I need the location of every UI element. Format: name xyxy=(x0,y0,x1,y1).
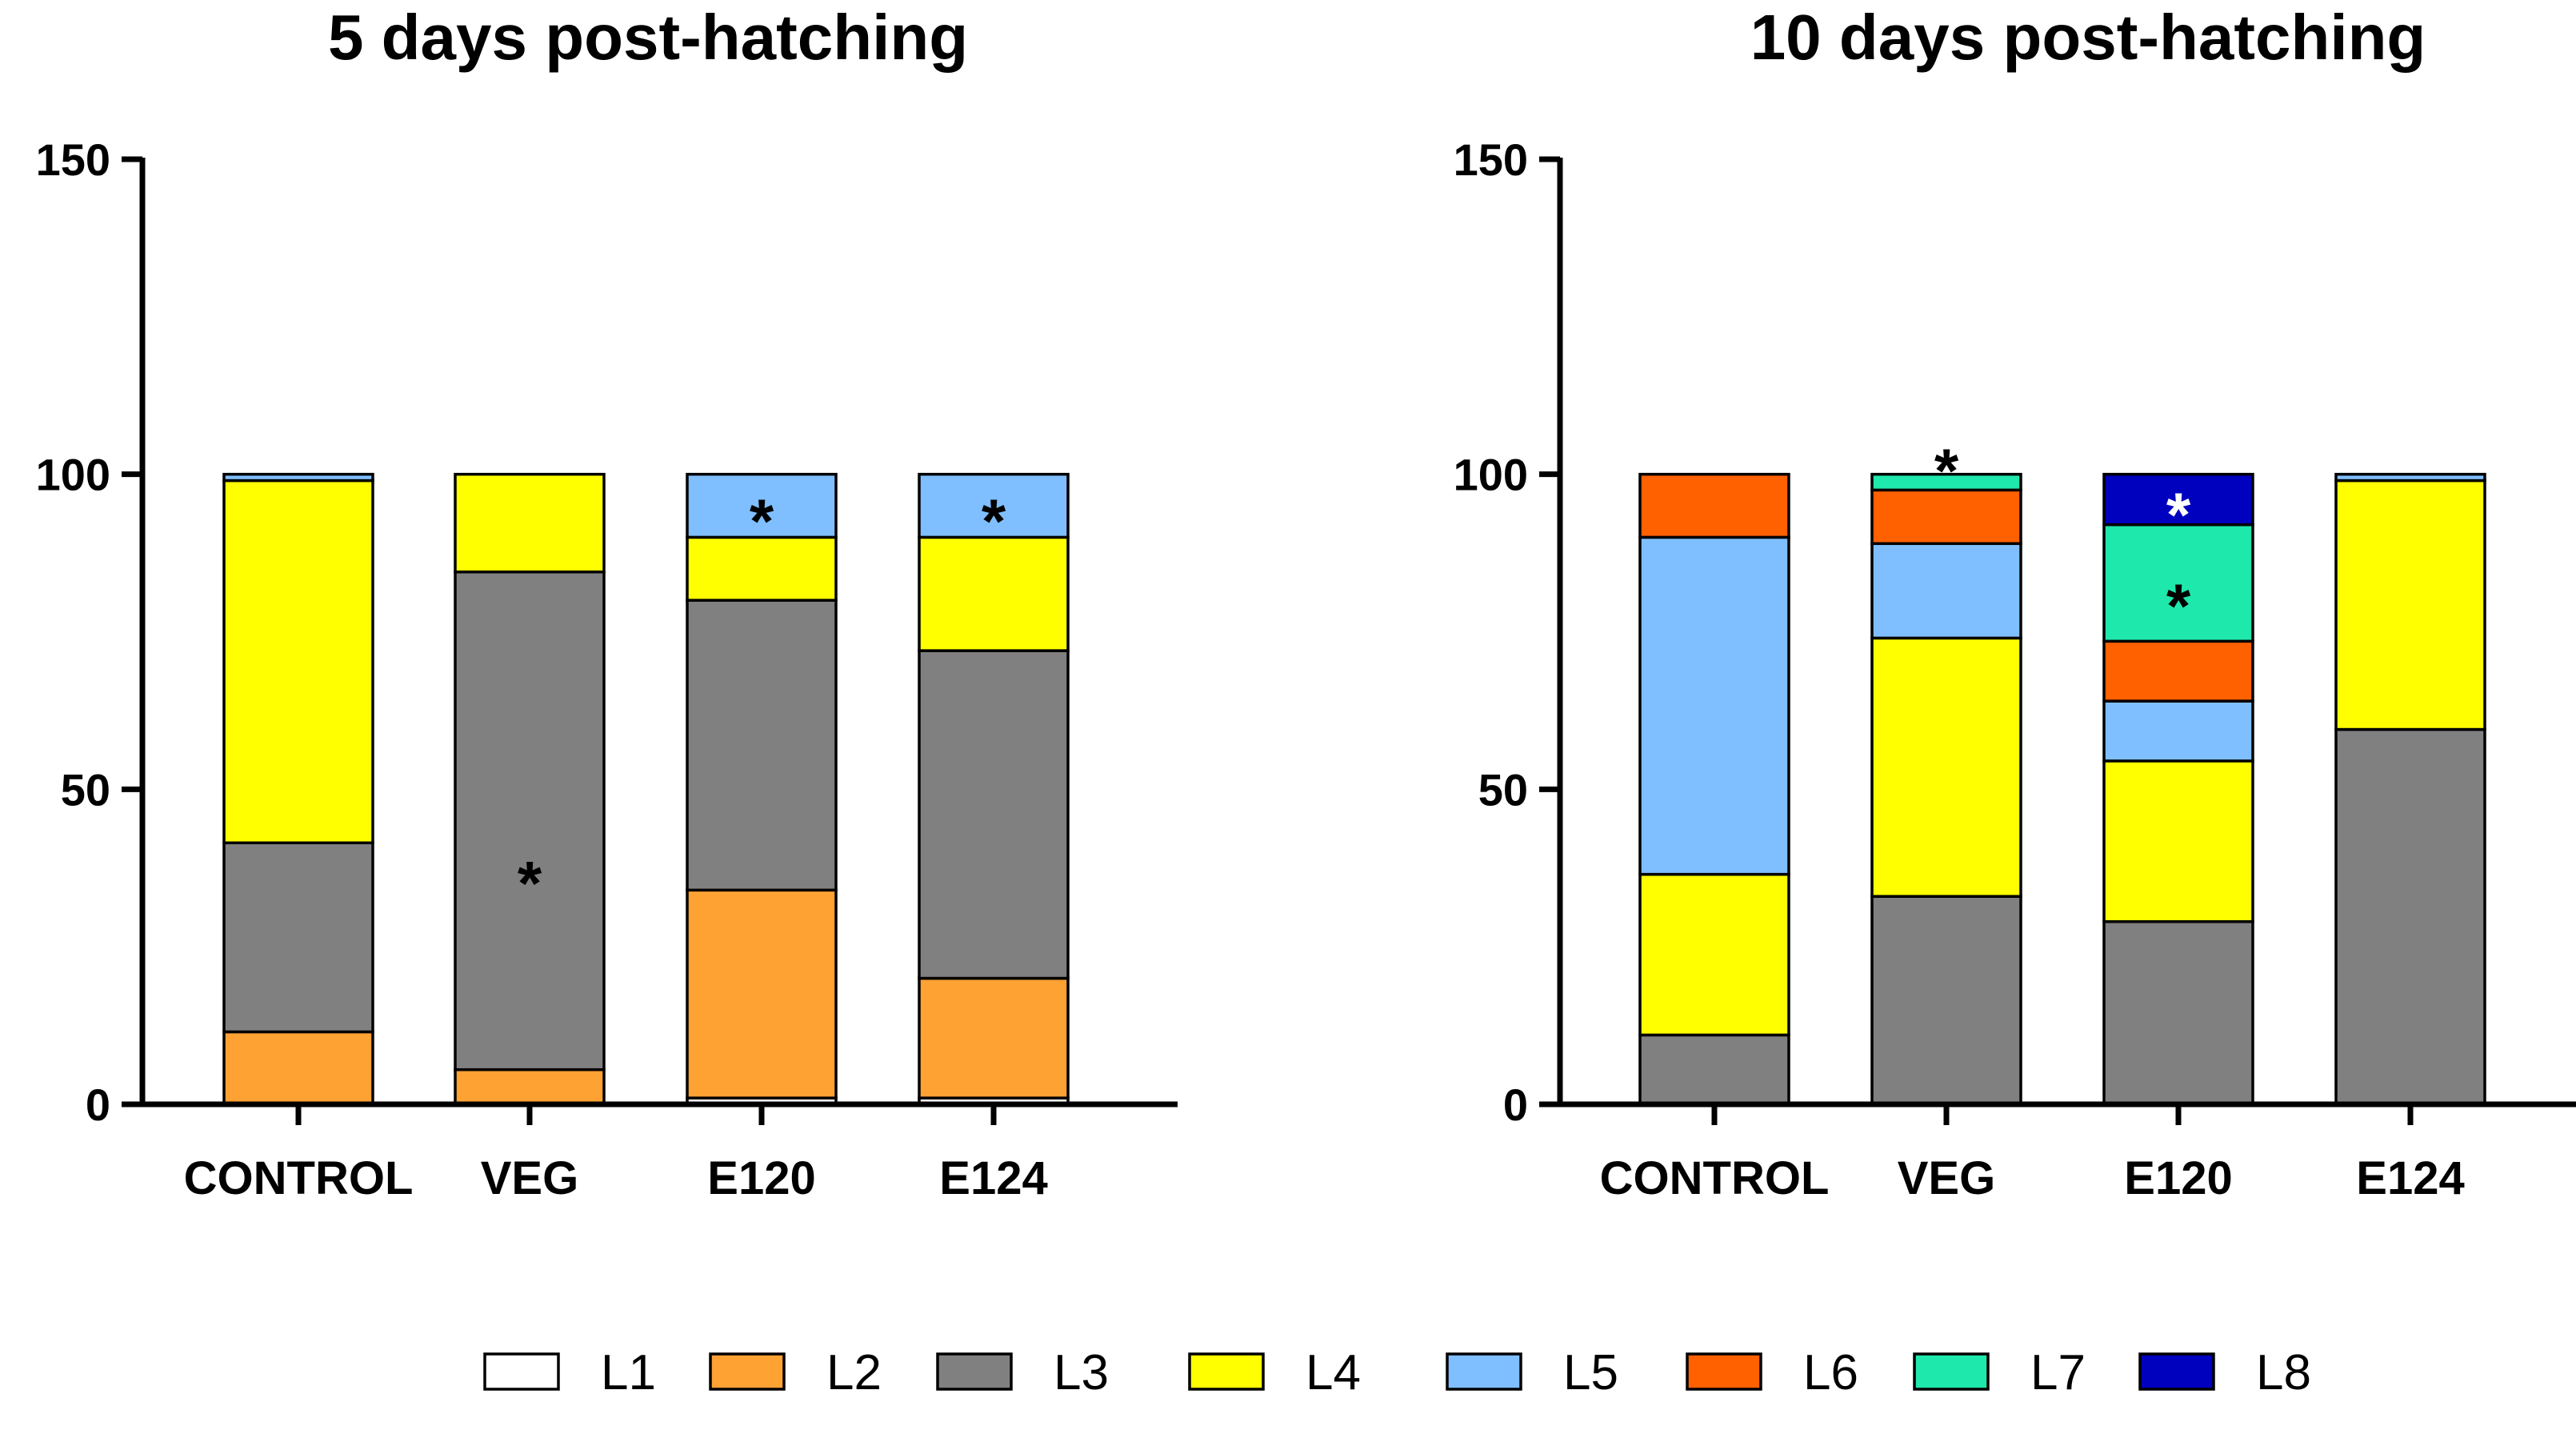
bar-segment-e120-l3 xyxy=(2102,919,2254,1106)
legend-label-l2: L2 xyxy=(826,1345,882,1400)
bar-segment-e120-l8 xyxy=(2102,472,2254,527)
bar-segment-e124-l2 xyxy=(918,976,1070,1100)
bar-segment-veg-l7 xyxy=(1870,472,2022,492)
bar-segment-veg-l4 xyxy=(454,472,606,574)
bar-segment-e120-l3 xyxy=(686,599,838,892)
x-tick-label: E124 xyxy=(939,1152,1047,1204)
bar-segment-e120-l7 xyxy=(2102,523,2254,643)
y-tick-label: 150 xyxy=(1454,134,1528,185)
legend-swatch-l8 xyxy=(2138,1352,2215,1391)
significance-marker: * xyxy=(2166,479,2191,550)
bar-segment-e124-l5 xyxy=(918,472,1070,539)
bar-segment-e124-l3 xyxy=(918,649,1070,980)
bar-segment-veg-l6 xyxy=(1870,488,2022,546)
x-tick-label: VEG xyxy=(481,1152,579,1204)
significance-marker: * xyxy=(1934,435,1959,506)
legend-swatch-l1 xyxy=(483,1352,560,1391)
bar-segment-control-l3 xyxy=(1638,1033,1790,1106)
significance-marker: * xyxy=(2166,571,2191,641)
bar-segment-e124-l4 xyxy=(2334,479,2486,731)
y-tick-label: 0 xyxy=(1503,1080,1528,1130)
legend-label-l6: L6 xyxy=(1803,1345,1858,1400)
bar-segment-e124-l3 xyxy=(2334,727,2486,1106)
panel-title: 5 days post-hatching xyxy=(328,2,968,73)
legend-swatch-l5 xyxy=(1446,1352,1522,1391)
bar-segment-control-l5 xyxy=(222,472,374,483)
legend-label-l7: L7 xyxy=(2030,1345,2086,1400)
bar-segment-control-l4 xyxy=(222,479,374,845)
x-tick-label: VEG xyxy=(1898,1152,1996,1204)
bar-segment-veg-l3 xyxy=(454,570,606,1071)
legend-swatch-l7 xyxy=(1913,1352,1990,1391)
legend-swatch-l2 xyxy=(709,1352,786,1391)
x-tick-label: E120 xyxy=(707,1152,815,1204)
y-tick-label: 0 xyxy=(86,1080,110,1130)
bar-segment-control-l6 xyxy=(1638,472,1790,539)
bar-segment-e120-l4 xyxy=(2102,759,2254,923)
significance-marker: * xyxy=(982,486,1006,556)
bar-segment-e120-l2 xyxy=(686,888,838,1100)
y-tick-label: 50 xyxy=(61,764,110,815)
bar-segment-veg-l5 xyxy=(1870,542,2022,640)
legend-label-l4: L4 xyxy=(1306,1345,1361,1400)
bar-segment-control-l2 xyxy=(222,1030,374,1106)
legend-label-l5: L5 xyxy=(1563,1345,1618,1400)
bar-segment-veg-l4 xyxy=(1870,636,2022,898)
x-tick-label: CONTROL xyxy=(1600,1152,1830,1204)
bar-segment-e124-l4 xyxy=(918,535,1070,652)
legend-label-l1: L1 xyxy=(601,1345,656,1400)
legend-swatch-l4 xyxy=(1188,1352,1265,1391)
y-tick-label: 100 xyxy=(1454,450,1528,500)
panel-title: 10 days post-hatching xyxy=(1750,2,2426,73)
legend-swatch-l3 xyxy=(936,1352,1013,1391)
x-tick-label: CONTROL xyxy=(184,1152,414,1204)
y-tick-label: 50 xyxy=(1478,764,1528,815)
significance-marker: * xyxy=(518,848,542,919)
bar-segment-control-l4 xyxy=(1638,872,1790,1037)
y-tick-label: 100 xyxy=(36,450,110,500)
bar-segment-control-l3 xyxy=(222,841,374,1034)
bar-segment-veg-l2 xyxy=(454,1067,606,1106)
x-tick-label: E120 xyxy=(2124,1152,2232,1204)
y-tick-label: 150 xyxy=(36,134,110,185)
bar-segment-e120-l5 xyxy=(686,472,838,539)
significance-marker: * xyxy=(750,486,774,556)
bar-segment-e120-l6 xyxy=(2102,639,2254,703)
legend-label-l8: L8 xyxy=(2256,1345,2311,1400)
legend-swatch-l6 xyxy=(1686,1352,1762,1391)
x-tick-label: E124 xyxy=(2356,1152,2464,1204)
legend-label-l3: L3 xyxy=(1054,1345,1109,1400)
bar-segment-control-l5 xyxy=(1638,535,1790,876)
bar-segment-e120-l5 xyxy=(2102,699,2254,763)
bar-segment-e124-l5 xyxy=(2334,472,2486,483)
bar-segment-veg-l3 xyxy=(1870,895,2022,1106)
